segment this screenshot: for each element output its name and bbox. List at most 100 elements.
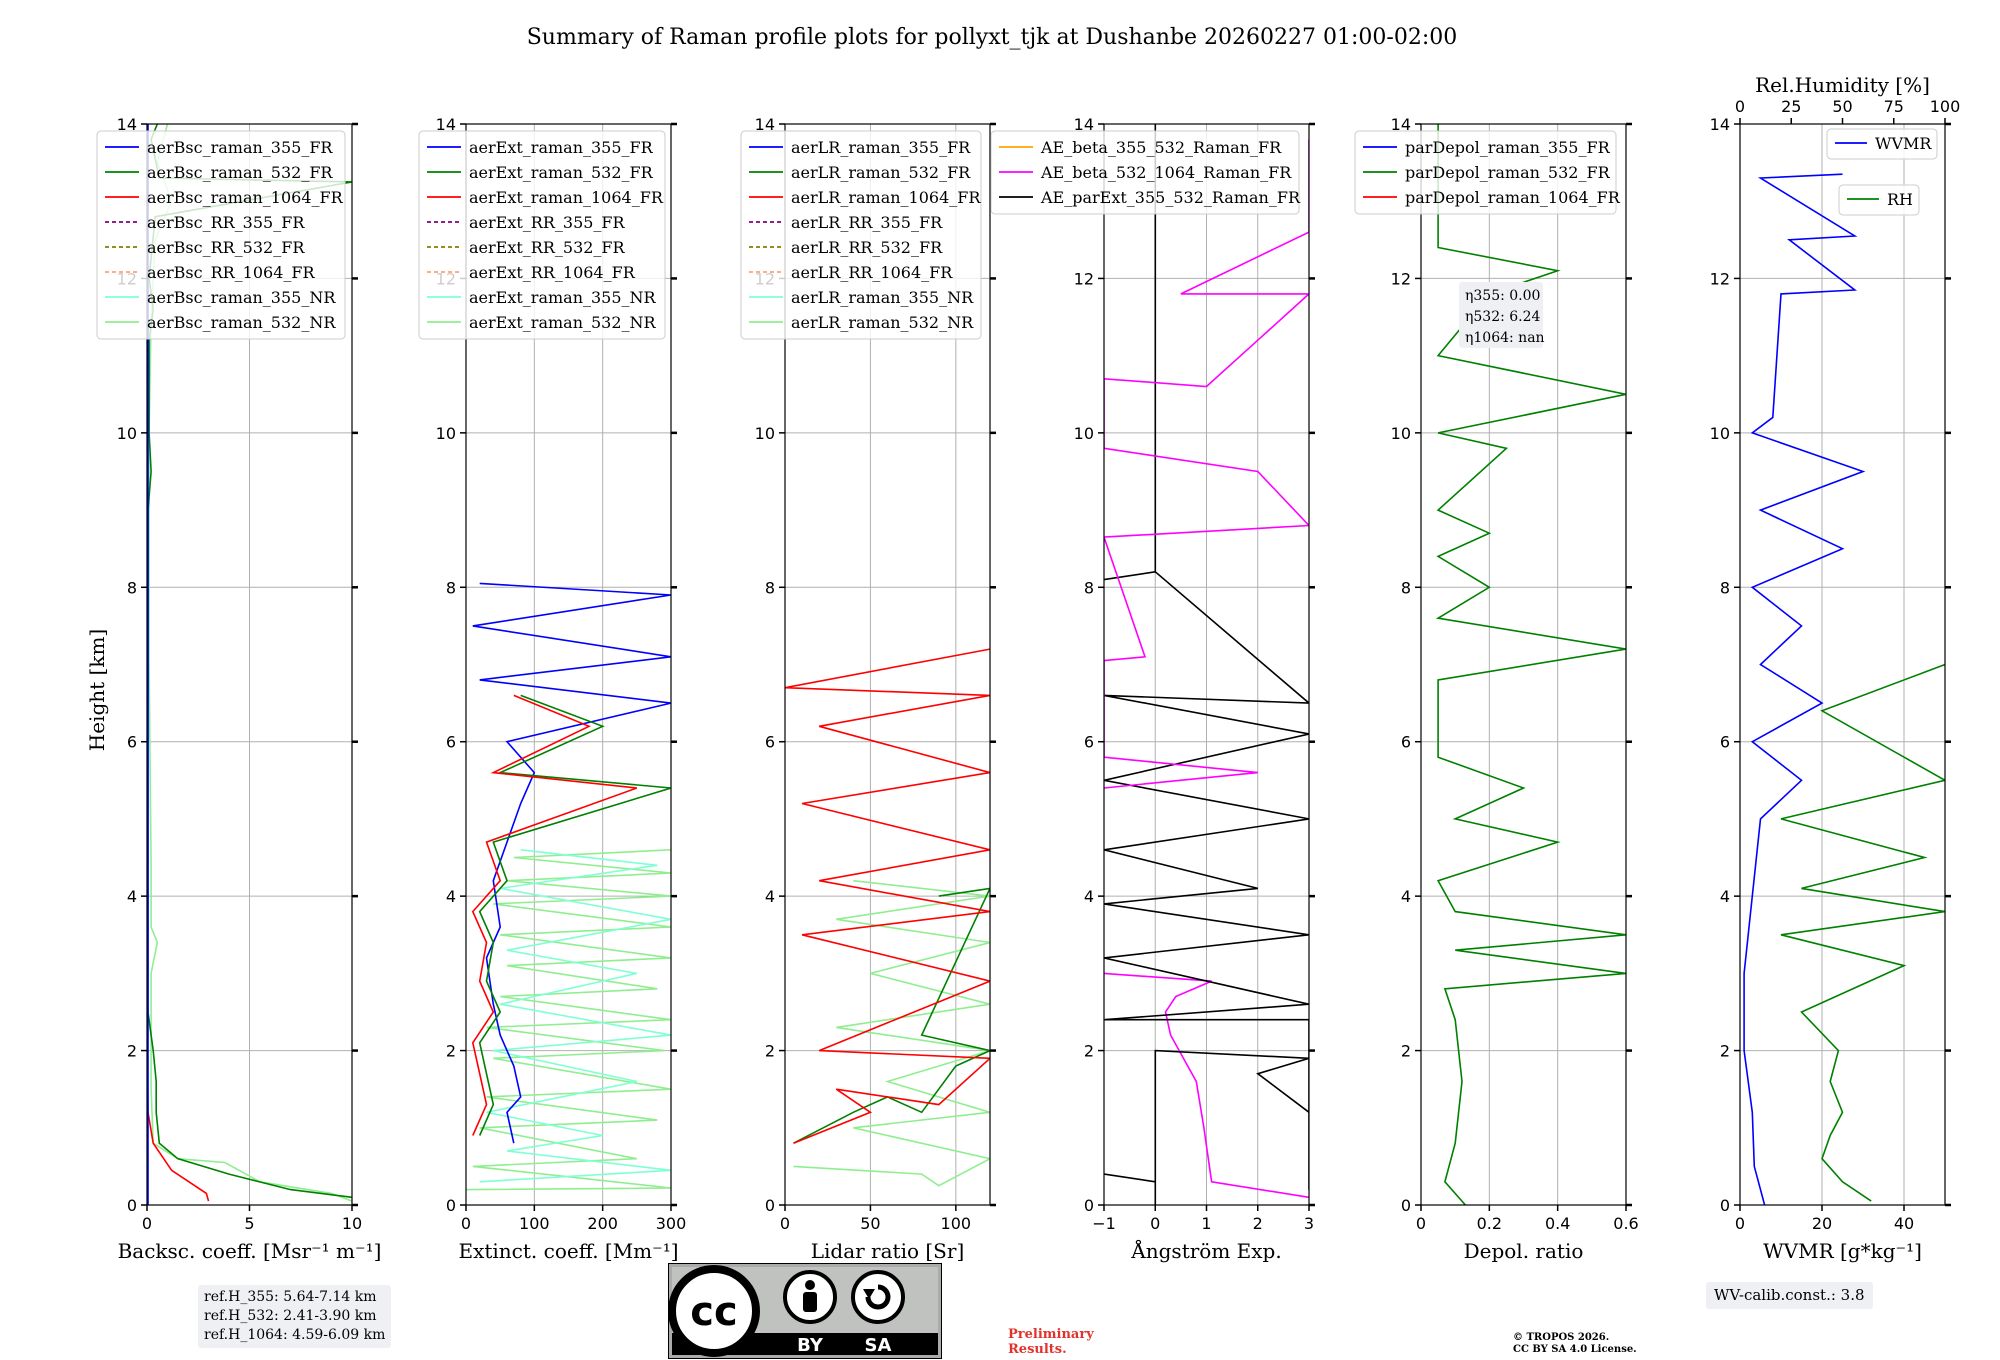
- series-WVMR: [1743, 173, 1866, 1205]
- badge-sa-label: SA: [865, 1335, 892, 1356]
- wv-calib-box: WV-calib.const.: 3.8: [1706, 1282, 1873, 1309]
- x-tick-label: 20: [1812, 1214, 1832, 1233]
- legend-label: aerExt_raman_532_NR: [469, 313, 657, 332]
- legend-label: aerLR_RR_532_FR: [791, 238, 943, 257]
- legend-bsc: aerBsc_raman_355_FR aerBsc_raman_532_FRae…: [96, 130, 346, 340]
- cc-logo-icon: [668, 1265, 760, 1357]
- copyright-note: © TROPOS 2026. CC BY SA 4.0 License.: [1513, 1332, 1637, 1356]
- series-group: [785, 648, 990, 1187]
- y-tick-label: 14: [436, 115, 456, 134]
- legend-label: AE_beta_355_532_Raman_FR: [1040, 138, 1282, 157]
- panel-ext: 024681012140100200300Extinct. coeff. [Mm…: [418, 115, 687, 1263]
- series-aerExt_raman_355_FR: [472, 582, 671, 1144]
- y-tick-label: 10: [1391, 424, 1411, 443]
- legend-ext: aerExt_raman_355_FR aerExt_raman_532_FRae…: [418, 130, 666, 340]
- x-tick-label: 0.6: [1613, 1214, 1638, 1233]
- y-tick-label: 8: [127, 578, 137, 597]
- y-tick-label: 14: [1710, 115, 1730, 134]
- y-tick-label: 14: [117, 115, 137, 134]
- x-tick-label: 50: [860, 1214, 880, 1233]
- legend-label: aerExt_raman_532_FR: [469, 163, 654, 182]
- x-axis-label: Backsc. coeff. [Msr⁻¹ m⁻¹]: [118, 1239, 382, 1263]
- legend-label: aerBsc_RR_355_FR: [147, 213, 305, 232]
- x-tick-label: 2: [1253, 1214, 1263, 1233]
- x-tick-label: 100: [941, 1214, 972, 1233]
- legend-label: aerLR_raman_532_NR: [791, 313, 974, 332]
- y-tick-label: 2: [1084, 1042, 1094, 1061]
- series-aerExt_raman_532_NR: [466, 849, 671, 1191]
- legend-label: aerLR_raman_355_NR: [791, 288, 974, 307]
- y-tick-label: 10: [1710, 424, 1730, 443]
- badge-by-label: BY: [797, 1335, 824, 1356]
- y-tick-label: 10: [1074, 424, 1094, 443]
- legend-box: [990, 130, 1300, 215]
- y-tick-label: 14: [755, 115, 775, 134]
- panel-lr: 02468101214050100Lidar ratio [Sr]aerLR_r…: [740, 115, 996, 1263]
- y-axis-label: Height [km]: [85, 629, 109, 751]
- y-tick-label: 8: [1720, 578, 1730, 597]
- x-tick-label: 100: [519, 1214, 550, 1233]
- legend-box: [1826, 128, 1938, 160]
- y-tick-label: 10: [117, 424, 137, 443]
- legend-depol: parDepol_raman_355_FR parDepol_raman_532_…: [1354, 130, 1621, 215]
- figure-title: Summary of Raman profile plots for polly…: [527, 25, 1458, 50]
- y-tick-label: 4: [1084, 887, 1094, 906]
- legend-label: aerExt_RR_532_FR: [469, 238, 626, 257]
- y-tick-label: 4: [446, 887, 456, 906]
- legend-label: aerLR_raman_355_FR: [791, 138, 971, 157]
- eta-annotation-box: [1459, 282, 1543, 348]
- legend-box: [418, 130, 666, 340]
- y-tick-label: 0: [1401, 1196, 1411, 1215]
- legend-label: WVMR: [1875, 134, 1932, 153]
- series-parDepol_raman_532_FR: [1435, 124, 1626, 1205]
- legend-box: [1838, 184, 1920, 216]
- top-x-tick-label: 100: [1930, 97, 1961, 116]
- series-group: [1743, 173, 1945, 1205]
- y-tick-label: 6: [1720, 733, 1730, 752]
- legend-label: aerLR_RR_355_FR: [791, 213, 943, 232]
- y-tick-label: 8: [446, 578, 456, 597]
- x-tick-label: 40: [1894, 1214, 1914, 1233]
- eta-annotation: η532: 6.24: [1465, 309, 1541, 325]
- x-tick-label: 200: [587, 1214, 618, 1233]
- legend-label: aerLR_raman_1064_FR: [791, 188, 981, 207]
- x-tick-label: 10: [342, 1214, 362, 1233]
- x-tick-label: 300: [656, 1214, 687, 1233]
- series-group: [466, 582, 671, 1191]
- y-tick-label: 0: [1720, 1196, 1730, 1215]
- legend-box: [1354, 130, 1617, 215]
- x-axis-label: Depol. ratio: [1464, 1239, 1584, 1263]
- y-tick-label: 0: [765, 1196, 775, 1215]
- legend-label: aerBsc_raman_1064_FR: [147, 188, 344, 207]
- x-axis-label: Lidar ratio [Sr]: [811, 1239, 965, 1263]
- y-tick-label: 8: [1401, 578, 1411, 597]
- ref-height-355: ref.H_355: 5.64-7.14 km: [204, 1289, 377, 1305]
- y-tick-label: 2: [446, 1042, 456, 1061]
- legend-label: parDepol_raman_532_FR: [1405, 163, 1611, 182]
- legend-label: aerBsc_raman_355_FR: [147, 138, 333, 157]
- series-aerExt_raman_532_FR: [478, 694, 671, 1136]
- x-tick-label: 3: [1304, 1214, 1314, 1233]
- series-aerLR_raman_532_FR: [793, 887, 990, 1144]
- y-tick-label: 2: [1401, 1042, 1411, 1061]
- y-tick-label: 4: [127, 887, 137, 906]
- series-AE_beta_532_1064_Raman_FR_upper: [1104, 139, 1309, 789]
- y-tick-label: 0: [1084, 1196, 1094, 1215]
- preliminary-line-2: Results.: [1008, 1342, 1067, 1357]
- axes-frame: [784, 123, 991, 1206]
- series-AE_beta_532_1064_Raman_FR: [1104, 972, 1309, 1199]
- ref-height-1064: ref.H_1064: 4.59-6.09 km: [204, 1327, 386, 1343]
- legend-label: aerExt_raman_355_FR: [469, 138, 654, 157]
- panel-depol: 0 2 4 6 8 10 12 14 0 0.2 0.4 0.6 Depol. ratio parDepo…: [1354, 115, 1639, 1263]
- y-tick-label: 14: [1391, 115, 1411, 134]
- legend-label: aerBsc_RR_532_FR: [147, 238, 305, 257]
- legend-label: aerBsc_raman_532_FR: [147, 163, 333, 182]
- x-tick-label: 0.4: [1545, 1214, 1570, 1233]
- x-axis-label: Ångström Exp.: [1130, 1238, 1281, 1263]
- top-x-tick-label: 25: [1781, 97, 1801, 116]
- legend-label: aerBsc_raman_355_NR: [147, 288, 336, 307]
- series-group: [1104, 124, 1309, 1205]
- y-tick-label: 6: [1401, 733, 1411, 752]
